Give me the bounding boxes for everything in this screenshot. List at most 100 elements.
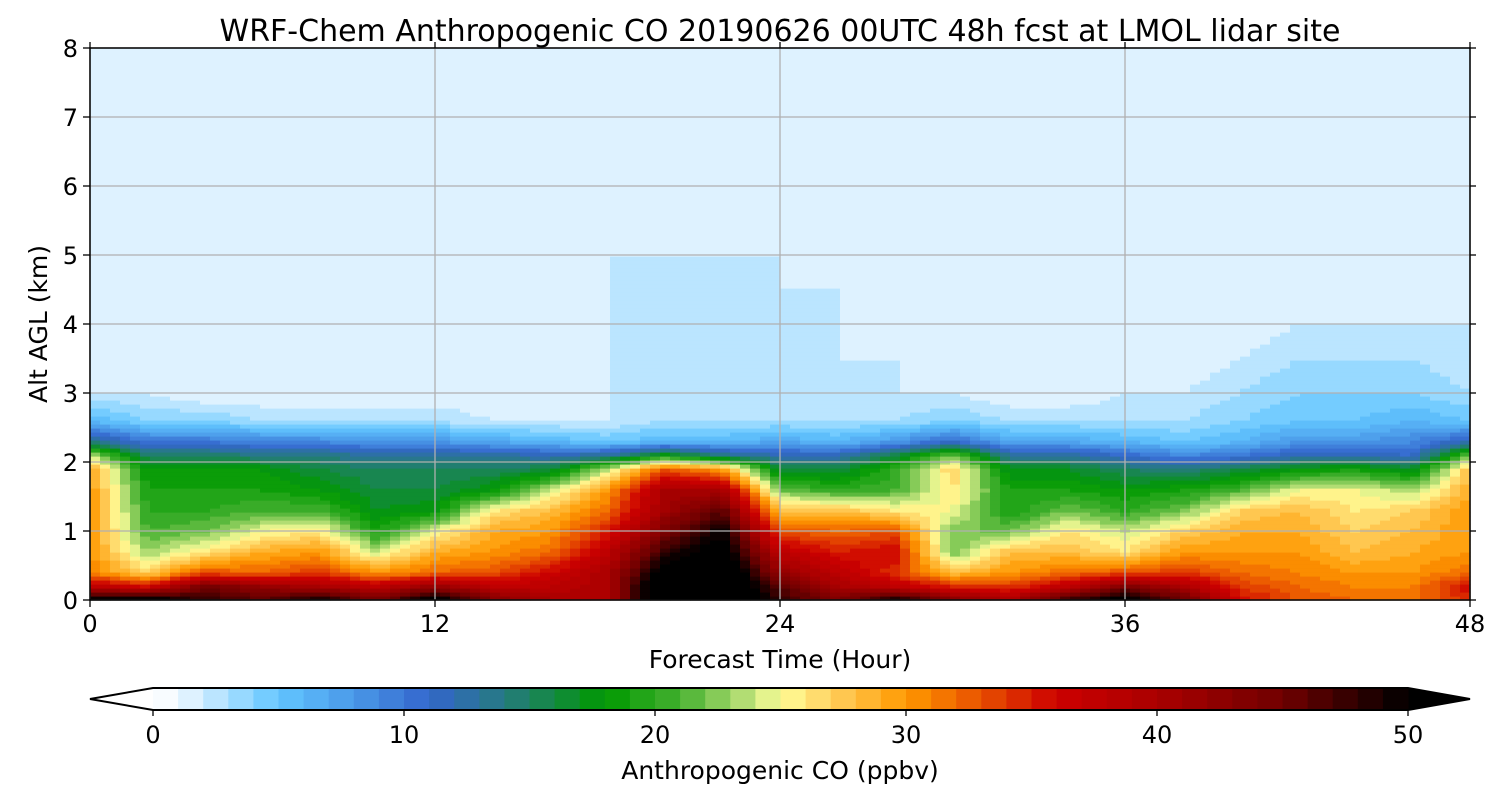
contour-cell — [320, 564, 331, 569]
contour-cell — [240, 240, 251, 245]
contour-cell — [160, 524, 171, 529]
contour-cell — [320, 496, 331, 501]
contour-cell — [440, 144, 451, 149]
contour-cell — [420, 396, 431, 401]
contour-cell — [270, 544, 281, 549]
contour-cell — [300, 540, 311, 545]
contour-cell — [180, 220, 191, 225]
contour-cell — [320, 500, 331, 505]
contour-cell — [210, 284, 221, 289]
contour-cell — [190, 412, 201, 417]
contour-cell — [90, 84, 101, 89]
contour-cell — [330, 440, 341, 445]
contour-cell — [300, 216, 311, 221]
contour-cell — [320, 108, 331, 113]
contour-cell — [440, 268, 451, 273]
contour-cell — [230, 416, 241, 421]
contour-cell — [100, 216, 111, 221]
contour-cell — [410, 116, 421, 121]
contour-cell — [110, 60, 121, 65]
contour-cell — [400, 348, 411, 353]
contour-cell — [230, 492, 241, 497]
contour-cell — [180, 452, 191, 457]
contour-cell — [300, 528, 311, 533]
contour-cell — [360, 516, 371, 521]
contour-cell — [230, 168, 241, 173]
contour-cell — [140, 588, 151, 593]
contour-cell — [370, 152, 381, 157]
contour-cell — [260, 216, 271, 221]
contour-cell — [440, 296, 451, 301]
contour-cell — [180, 428, 191, 433]
contour-cell — [420, 116, 431, 121]
contour-cell — [150, 80, 161, 85]
contour-cell — [120, 320, 131, 325]
contour-cell — [310, 576, 321, 581]
contour-cell — [270, 172, 281, 177]
contour-cell — [290, 284, 301, 289]
contour-cell — [260, 416, 271, 421]
contour-cell — [380, 320, 391, 325]
contour-cell — [400, 384, 411, 389]
contour-cell — [250, 268, 261, 273]
contour-cell — [180, 144, 191, 149]
contour-cell — [190, 516, 201, 521]
contour-cell — [330, 240, 341, 245]
contour-cell — [390, 452, 401, 457]
contour-cell — [200, 120, 211, 125]
contour-cell — [280, 352, 291, 357]
contour-cell — [370, 260, 381, 265]
contour-cell — [190, 408, 201, 413]
contour-cell — [270, 424, 281, 429]
contour-cell — [390, 416, 401, 421]
contour-cell — [350, 204, 361, 209]
contour-cell — [340, 276, 351, 281]
contour-cell — [170, 304, 181, 309]
contour-cell — [230, 412, 241, 417]
contour-cell — [110, 228, 121, 233]
contour-cell — [380, 412, 391, 417]
contour-cell — [100, 260, 111, 265]
contour-cell — [120, 392, 131, 397]
contour-cell — [380, 76, 391, 81]
contour-cell — [130, 368, 141, 373]
contour-cell — [100, 540, 111, 545]
contour-cell — [120, 52, 131, 57]
contour-cell — [240, 212, 251, 217]
contour-cell — [360, 116, 371, 121]
contour-cell — [340, 256, 351, 261]
contour-cell — [270, 100, 281, 105]
contour-cell — [300, 312, 311, 317]
contour-cell — [250, 448, 261, 453]
contour-cell — [90, 112, 101, 117]
contour-cell — [180, 112, 191, 117]
contour-cell — [240, 500, 251, 505]
contour-cell — [380, 60, 391, 65]
contour-cell — [370, 596, 381, 601]
contour-cell — [320, 428, 331, 433]
contour-cell — [140, 92, 151, 97]
contour-cell — [260, 60, 271, 65]
contour-cell — [310, 392, 321, 397]
contour-cell — [320, 252, 331, 257]
contour-cell — [370, 84, 381, 89]
contour-cell — [310, 368, 321, 373]
contour-cell — [350, 348, 361, 353]
contour-cell — [260, 512, 271, 517]
contour-cell — [350, 272, 361, 277]
contour-cell — [250, 556, 261, 561]
contour-cell — [90, 188, 101, 193]
contour-cell — [300, 592, 311, 597]
contour-cell — [210, 304, 221, 309]
contour-cell — [330, 136, 341, 141]
contour-cell — [390, 516, 401, 521]
contour-cell — [410, 68, 421, 73]
contour-cell — [110, 400, 121, 405]
contour-cell — [450, 544, 461, 549]
contour-cell — [440, 264, 451, 269]
contour-cell — [210, 112, 221, 117]
contour-cell — [180, 80, 191, 85]
contour-cell — [190, 84, 201, 89]
contour-cell — [440, 392, 451, 397]
contour-cell — [110, 132, 121, 137]
